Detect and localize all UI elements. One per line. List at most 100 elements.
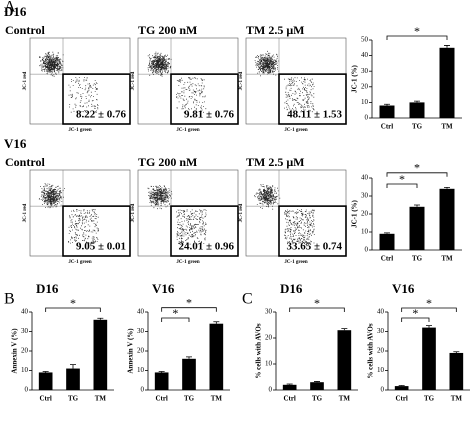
significance-label: *	[414, 24, 420, 38]
significance-label: *	[414, 161, 420, 175]
gate-value: 24.01 ± 0.96	[178, 241, 234, 253]
gate-box	[278, 205, 347, 257]
significance-bracket	[401, 307, 457, 312]
significance-bracket	[386, 172, 448, 177]
dot-cloud	[38, 183, 99, 245]
panel-label: B	[4, 291, 15, 308]
bar	[38, 372, 53, 390]
y-tick-label: 40	[137, 308, 145, 316]
error-bar	[186, 356, 192, 359]
gate-value: 33.65 ± 0.74	[286, 241, 342, 253]
error-bar	[158, 371, 165, 373]
x-tick-label: Ctrl	[395, 395, 407, 403]
x-tick-label: Ctrl	[155, 395, 167, 403]
chart-title: D16	[36, 281, 59, 296]
error-bar	[398, 385, 405, 387]
bar	[379, 233, 395, 250]
x-tick-label: Ctrl	[381, 123, 393, 131]
y-tick-label: 10	[137, 366, 145, 374]
significance-bracket	[161, 317, 190, 322]
y-tick-label: 0	[25, 386, 29, 394]
y-axis-label: JC-1 red	[23, 71, 28, 90]
y-tick-label: 20	[21, 347, 29, 355]
significance-label: *	[186, 295, 192, 309]
gate-box	[170, 205, 239, 257]
panel-label: A	[4, 0, 16, 16]
y-tick-label: 10	[265, 360, 273, 368]
error-bar	[444, 186, 450, 189]
y-tick-label: 20	[377, 347, 385, 355]
significance-label: *	[426, 296, 432, 310]
gate-value: 9.81 ± 0.76	[184, 109, 235, 121]
x-tick-label: TM	[95, 395, 107, 403]
y-axis-label: JC-1 (%)	[351, 64, 359, 92]
panel-label: C	[242, 291, 253, 308]
significance-bracket	[161, 307, 217, 312]
y-axis-label: % cells with AVOs	[367, 323, 375, 378]
gate-value: 48.11 ± 1.53	[287, 109, 342, 121]
chart-title: D16	[280, 281, 303, 296]
plot-title: TG 200 nM	[138, 23, 197, 37]
bar	[209, 323, 224, 390]
bar	[182, 358, 196, 390]
bar	[439, 188, 455, 250]
x-tick-label: TG	[184, 395, 195, 403]
significance-bracket	[289, 307, 345, 312]
y-tick-label: 30	[377, 327, 385, 335]
x-tick-label: Ctrl	[283, 395, 295, 403]
y-axis-label: Annexin V (%)	[127, 328, 135, 374]
plot-title: TM 2.5 μM	[246, 155, 304, 169]
dot-cloud	[254, 184, 315, 245]
x-axis-label: JC-1 green	[176, 260, 200, 265]
y-tick-label: 40	[377, 308, 385, 316]
plot-title: Control	[5, 155, 45, 169]
y-tick-label: 0	[141, 386, 145, 394]
error-bar	[426, 325, 432, 328]
y-axis-label: JC-1 (%)	[351, 199, 359, 227]
bar	[394, 386, 409, 390]
y-tick-label: 40	[361, 51, 369, 59]
y-axis-label: JC-1 red	[239, 71, 244, 90]
bar	[337, 330, 352, 390]
significance-bracket	[386, 35, 448, 40]
chart-title: V16	[392, 281, 415, 296]
gate-value: 8.22 ± 0.76	[76, 109, 127, 121]
x-tick-label: TG	[424, 395, 435, 403]
dot-cloud	[147, 51, 207, 113]
y-tick-label: 0	[381, 386, 385, 394]
x-axis-label: JC-1 green	[68, 128, 92, 133]
error-bar	[341, 328, 348, 331]
dot-cloud	[39, 51, 99, 113]
x-tick-label: TM	[441, 123, 453, 131]
bar	[422, 327, 436, 390]
error-bar	[213, 321, 220, 324]
y-tick-label: 20	[137, 347, 145, 355]
y-tick-label: 30	[361, 192, 369, 200]
y-tick-label: 10	[361, 228, 369, 236]
y-axis-label: JC-1 red	[23, 203, 28, 222]
x-tick-label: TM	[211, 395, 223, 403]
x-axis-label: JC-1 green	[176, 128, 200, 133]
bar	[409, 206, 425, 250]
plot-title: TM 2.5 μM	[246, 23, 304, 37]
gate-box	[170, 73, 239, 125]
y-tick-label: 20	[265, 334, 273, 342]
x-tick-label: Ctrl	[39, 395, 51, 403]
gate-box	[62, 205, 131, 257]
error-bar	[384, 103, 390, 106]
x-tick-label: TG	[68, 395, 79, 403]
significance-bracket	[386, 183, 418, 188]
y-tick-label: 30	[21, 327, 29, 335]
significance-label: *	[412, 306, 418, 320]
significance-bracket	[45, 307, 101, 312]
bar	[449, 352, 464, 390]
y-tick-label: 40	[361, 174, 369, 182]
chart-title: V16	[152, 281, 175, 296]
gate-box	[62, 73, 131, 125]
significance-label: *	[172, 306, 178, 320]
error-bar	[414, 100, 420, 103]
y-tick-label: 20	[361, 210, 369, 218]
error-bar	[314, 381, 320, 383]
x-axis-label: JC-1 green	[68, 260, 92, 265]
